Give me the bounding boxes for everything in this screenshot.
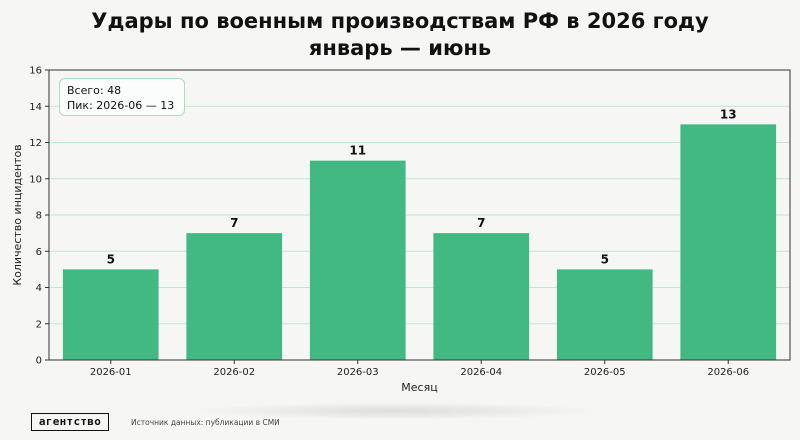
- y-axis-label: Количество инцидентов: [11, 144, 24, 285]
- bar-value-label: 13: [720, 107, 737, 121]
- bar: [62, 269, 159, 360]
- bar: [433, 233, 530, 360]
- summary-box: Всего: 48 Пик: 2026-06 — 13: [59, 78, 185, 116]
- y-tick-label: 0: [36, 356, 42, 367]
- decorative-shadow: [190, 402, 600, 420]
- chart-title: Удары по военным производствам РФ в 2026…: [0, 8, 800, 62]
- summary-total: Всего: 48: [67, 84, 122, 97]
- bars: [62, 124, 777, 360]
- y-tick-label: 14: [29, 102, 42, 113]
- y-tick-label: 16: [29, 66, 42, 77]
- bar: [309, 160, 406, 360]
- x-tick-label: 2026-06: [707, 367, 749, 378]
- agency-logo: агентство: [31, 413, 109, 431]
- data-source-note: Источник данных: публикации в СМИ: [131, 418, 280, 427]
- x-axis-label: Месяц: [401, 381, 437, 394]
- y-tick-label: 12: [29, 138, 42, 149]
- y-tick-label: 6: [36, 247, 42, 258]
- bar-value-label: 11: [349, 144, 366, 158]
- bar-value-label: 5: [601, 252, 609, 266]
- chart-title-line1: Удары по военным производствам РФ в 2026…: [91, 9, 709, 33]
- bar-value-label: 7: [230, 216, 238, 230]
- chart-title-line2: январь — июнь: [308, 36, 492, 60]
- y-tick-label: 8: [36, 211, 42, 222]
- data-labels: 5 7 11 7 5 13: [107, 107, 737, 266]
- y-tick-label: 4: [36, 283, 42, 294]
- bar: [186, 233, 283, 360]
- x-tick-label: 2026-01: [90, 367, 132, 378]
- bar-value-label: 7: [477, 216, 485, 230]
- bar: [680, 124, 777, 360]
- y-tick-label: 10: [29, 174, 42, 185]
- summary-peak: Пик: 2026-06 — 13: [67, 99, 175, 112]
- plot-frame: [48, 69, 791, 361]
- bar-value-label: 5: [107, 252, 115, 266]
- x-tick-label: 2026-05: [584, 367, 626, 378]
- x-tick-label: 2026-02: [213, 367, 255, 378]
- axes: 0 2 4 6 8 10 12 14 16 2026-01 2026-02 2026-03 2026-0…: [29, 66, 791, 378]
- y-tick-label: 2: [36, 319, 42, 330]
- x-tick-label: 2026-03: [337, 367, 379, 378]
- bar: [556, 269, 653, 360]
- x-tick-label: 2026-04: [460, 367, 502, 378]
